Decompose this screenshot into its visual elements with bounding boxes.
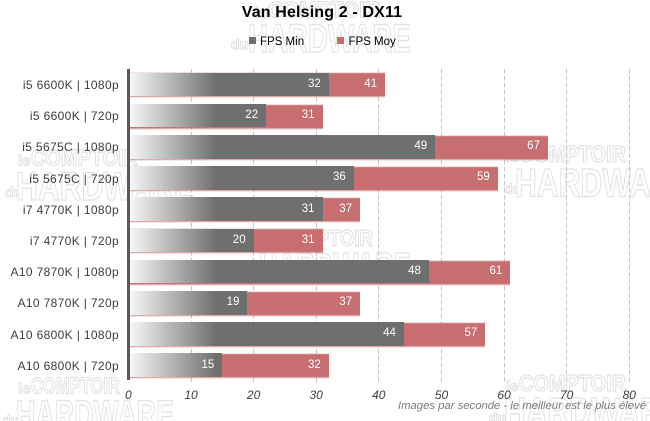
svg-text:COMPTOIR: COMPTOIR bbox=[519, 370, 626, 396]
svg-text:du: du bbox=[231, 36, 248, 52]
svg-text:du: du bbox=[5, 184, 22, 200]
svg-text:le: le bbox=[506, 378, 519, 395]
svg-text:du: du bbox=[504, 181, 521, 197]
svg-text:COMPTOIR: COMPTOIR bbox=[31, 145, 138, 171]
svg-text:HARDWARE: HARDWARE bbox=[248, 17, 411, 61]
svg-text:HARDWARE: HARDWARE bbox=[16, 393, 174, 421]
svg-text:le: le bbox=[18, 153, 31, 170]
svg-text:du: du bbox=[489, 410, 506, 421]
svg-text:le: le bbox=[255, 5, 268, 22]
svg-text:du: du bbox=[2, 412, 19, 421]
svg-text:COMPTOIR: COMPTOIR bbox=[31, 373, 120, 399]
svg-text:HARDWARE: HARDWARE bbox=[515, 162, 650, 206]
svg-text:le: le bbox=[18, 381, 31, 398]
svg-text:HARDWARE: HARDWARE bbox=[504, 391, 650, 421]
svg-text:COMPTOIR: COMPTOIR bbox=[268, 0, 380, 23]
